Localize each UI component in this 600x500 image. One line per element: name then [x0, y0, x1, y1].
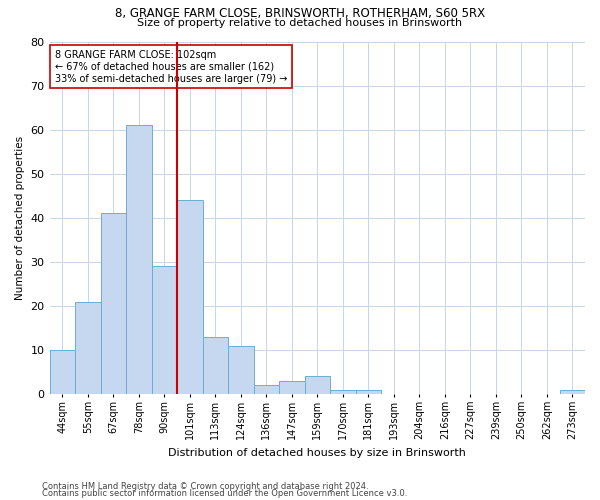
Bar — [152, 266, 177, 394]
Text: Contains HM Land Registry data © Crown copyright and database right 2024.: Contains HM Land Registry data © Crown c… — [42, 482, 368, 491]
Bar — [50, 350, 75, 394]
Bar — [560, 390, 585, 394]
Bar — [305, 376, 330, 394]
Bar — [126, 125, 152, 394]
Bar — [203, 337, 228, 394]
Bar — [101, 214, 126, 394]
Text: 8 GRANGE FARM CLOSE: 102sqm
← 67% of detached houses are smaller (162)
33% of se: 8 GRANGE FARM CLOSE: 102sqm ← 67% of det… — [55, 50, 287, 84]
Bar — [330, 390, 356, 394]
Text: Contains public sector information licensed under the Open Government Licence v3: Contains public sector information licen… — [42, 489, 407, 498]
Text: 8, GRANGE FARM CLOSE, BRINSWORTH, ROTHERHAM, S60 5RX: 8, GRANGE FARM CLOSE, BRINSWORTH, ROTHER… — [115, 8, 485, 20]
Bar — [75, 302, 101, 394]
Bar — [228, 346, 254, 394]
Bar — [279, 381, 305, 394]
Bar — [254, 386, 279, 394]
Bar — [177, 200, 203, 394]
Bar — [356, 390, 381, 394]
X-axis label: Distribution of detached houses by size in Brinsworth: Distribution of detached houses by size … — [169, 448, 466, 458]
Text: Size of property relative to detached houses in Brinsworth: Size of property relative to detached ho… — [137, 18, 463, 28]
Y-axis label: Number of detached properties: Number of detached properties — [15, 136, 25, 300]
